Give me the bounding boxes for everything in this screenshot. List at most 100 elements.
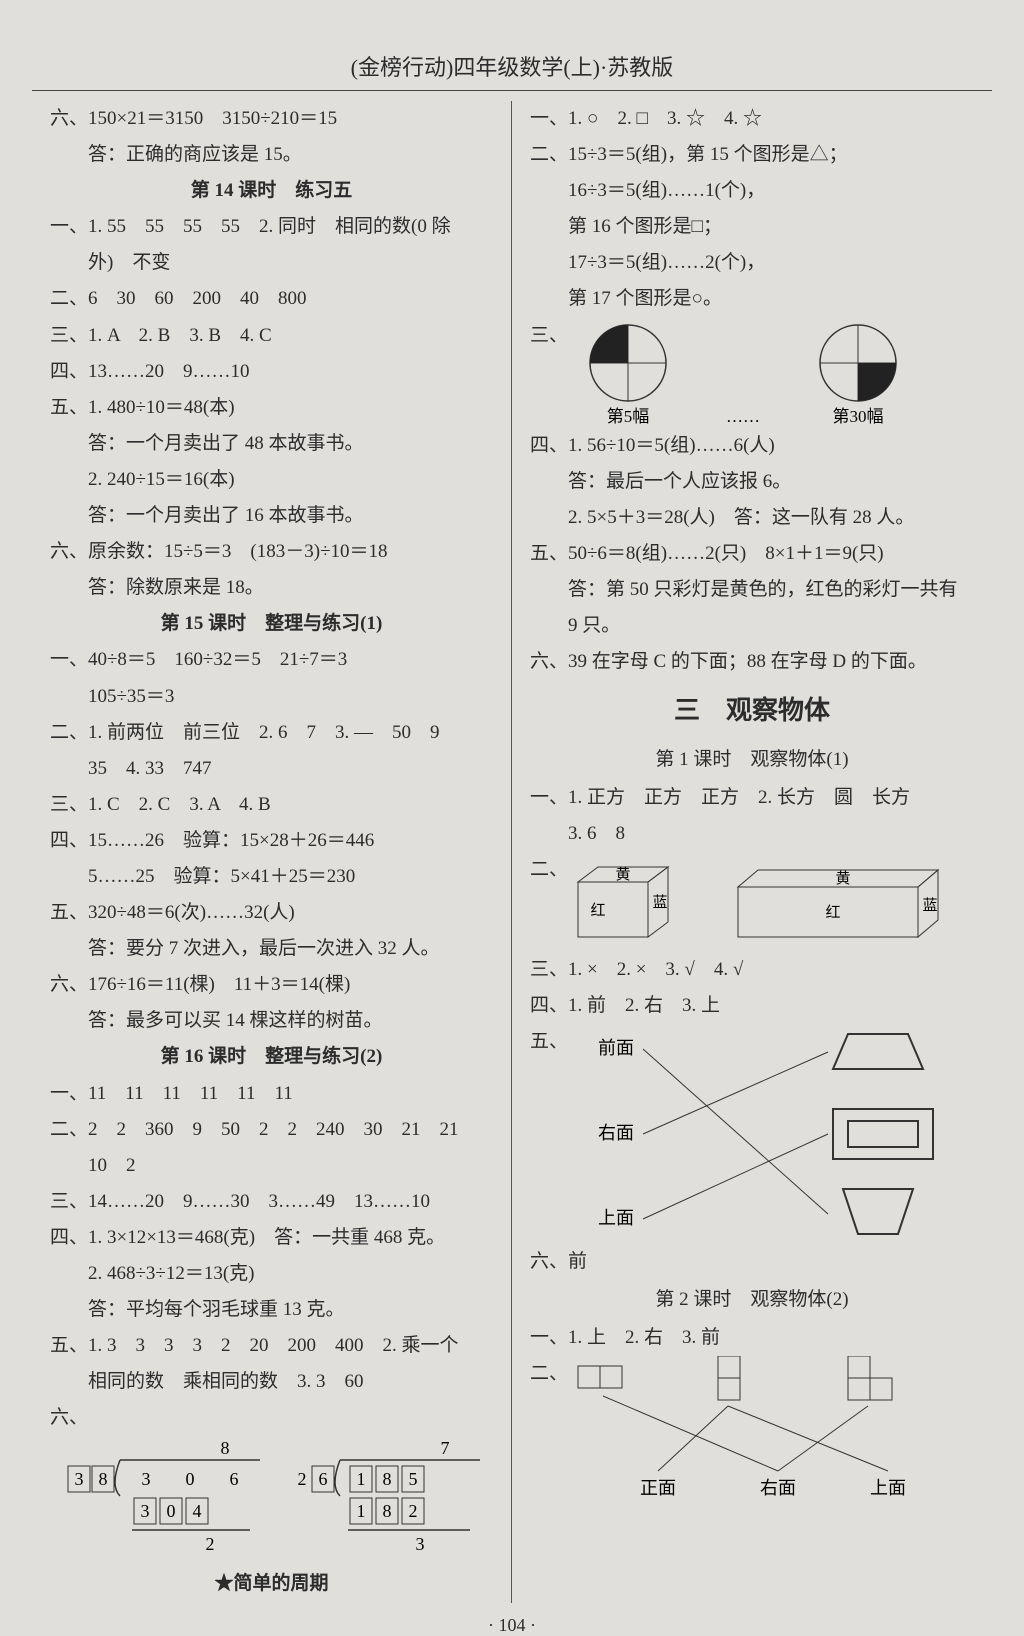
svg-text:1: 1 bbox=[357, 1469, 366, 1489]
line: 9 只。 bbox=[530, 608, 974, 644]
unit-title: 三 观察物体 bbox=[530, 686, 974, 735]
right-column: 一、1. ○ 2. □ 3. ☆ 4. ☆ 二、15÷3＝5(组)，第 15 个… bbox=[512, 101, 992, 1603]
line: 三、 bbox=[530, 318, 568, 354]
line: 2. 5×5＋3＝28(人) 答：这一队有 28 人。 bbox=[530, 500, 974, 536]
svg-text:上面: 上面 bbox=[870, 1478, 906, 1498]
pie-diagram: 第5幅 …… 第30幅 bbox=[568, 318, 948, 428]
line: 第 16 个图形是□； bbox=[530, 209, 974, 245]
svg-text:8: 8 bbox=[99, 1469, 108, 1489]
svg-text:2: 2 bbox=[206, 1534, 215, 1554]
svg-text:3: 3 bbox=[75, 1469, 84, 1489]
lesson-title: 第 16 课时 整理与练习(2) bbox=[50, 1039, 493, 1075]
svg-text:上面: 上面 bbox=[598, 1208, 634, 1228]
svg-text:黄: 黄 bbox=[835, 870, 850, 887]
svg-text:前面: 前面 bbox=[598, 1038, 634, 1058]
page: (金榜行动)四年级数学(上)·苏教版 六、150×21＝3150 3150÷21… bbox=[32, 50, 992, 1636]
svg-text:蓝: 蓝 bbox=[922, 897, 937, 914]
matching-diagram: 前面 右面 上面 bbox=[568, 1024, 968, 1244]
lesson-title: 第 1 课时 观察物体(1) bbox=[530, 742, 974, 778]
line: 六、176÷16＝11(棵) 11＋3＝14(棵) bbox=[50, 967, 493, 1003]
line: 一、1. 正方 正方 正方 2. 长方 圆 长方 bbox=[530, 780, 974, 816]
line: 六、150×21＝3150 3150÷210＝15 bbox=[50, 101, 493, 137]
line: 六、原余数：15÷5＝3 (183－3)÷10＝18 bbox=[50, 534, 493, 570]
svg-text:第30幅: 第30幅 bbox=[833, 407, 884, 426]
svg-text:3: 3 bbox=[416, 1534, 425, 1554]
svg-text:3: 3 bbox=[142, 1469, 151, 1489]
line: 2. 240÷15＝16(本) bbox=[50, 462, 493, 498]
svg-text:第5幅: 第5幅 bbox=[607, 407, 650, 426]
line: 105÷35＝3 bbox=[50, 679, 493, 715]
line: 答：一个月卖出了 48 本故事书。 bbox=[50, 426, 493, 462]
line: 一、1. ○ 2. □ 3. ☆ 4. ☆ bbox=[530, 101, 974, 137]
svg-text:红: 红 bbox=[825, 904, 840, 921]
line: 四、1. 56÷10＝5(组)……6(人) bbox=[530, 428, 974, 464]
line: 答：最多可以买 14 棵这样的树苗。 bbox=[50, 1003, 493, 1039]
line: 二、1. 前两位 前三位 2. 6 7 3. — 50 9 bbox=[50, 715, 493, 751]
line: 二、 bbox=[530, 1356, 568, 1392]
line: 3. 6 8 bbox=[530, 816, 974, 852]
line: 答：平均每个羽毛球重 13 克。 bbox=[50, 1292, 493, 1328]
svg-text:右面: 右面 bbox=[598, 1123, 634, 1143]
line: 六、39 在字母 C 的下面；88 在字母 D 的下面。 bbox=[530, 644, 974, 680]
columns: 六、150×21＝3150 3150÷210＝15 答：正确的商应该是 15。 … bbox=[32, 101, 992, 1603]
line: 16÷3＝5(组)……1(个)， bbox=[530, 173, 974, 209]
line: 第 17 个图形是○。 bbox=[530, 281, 974, 317]
line: 一、1. 55 55 55 55 2. 同时 相同的数(0 除 bbox=[50, 209, 493, 245]
svg-text:黄: 黄 bbox=[615, 866, 630, 883]
line: 六、 bbox=[50, 1400, 493, 1436]
svg-text:4: 4 bbox=[193, 1501, 202, 1521]
line: 35 4. 33 747 bbox=[50, 751, 493, 787]
boxes-diagram: 黄 蓝 红 黄 蓝 红 bbox=[568, 852, 968, 952]
line: 二、2 2 360 9 50 2 2 240 30 21 21 bbox=[50, 1112, 493, 1148]
svg-text:0: 0 bbox=[167, 1501, 176, 1521]
star-title: ★简单的周期 bbox=[50, 1566, 493, 1602]
line: 三、1. C 2. C 3. A 4. B bbox=[50, 787, 493, 823]
svg-text:1: 1 bbox=[357, 1501, 366, 1521]
line: 三、14……20 9……30 3……49 13……10 bbox=[50, 1184, 493, 1220]
svg-text:正面: 正面 bbox=[640, 1478, 676, 1498]
line: 二、 bbox=[530, 852, 568, 888]
line: 三、1. × 2. × 3. √ 4. √ bbox=[530, 952, 974, 988]
line: 答：除数原来是 18。 bbox=[50, 570, 493, 606]
line: 五、 bbox=[530, 1024, 568, 1060]
line: 2. 468÷3÷12＝13(克) bbox=[50, 1256, 493, 1292]
svg-text:8: 8 bbox=[383, 1469, 392, 1489]
long-division-diagram: 8 3 8 3 0 6 3 0 4 2 7 bbox=[50, 1436, 490, 1566]
line: 四、1. 3×12×13＝468(克) 答：一共重 468 克。 bbox=[50, 1220, 493, 1256]
svg-text:5: 5 bbox=[409, 1469, 418, 1489]
lesson-title: 第 14 课时 练习五 bbox=[50, 173, 493, 209]
svg-text:8: 8 bbox=[221, 1438, 230, 1458]
line: 答：正确的商应该是 15。 bbox=[50, 137, 493, 173]
svg-text:8: 8 bbox=[383, 1501, 392, 1521]
svg-text:6: 6 bbox=[319, 1469, 328, 1489]
line: 5……25 验算：5×41＋25＝230 bbox=[50, 859, 493, 895]
line: 一、1. 上 2. 右 3. 前 bbox=[530, 1320, 974, 1356]
line: 10 2 bbox=[50, 1148, 493, 1184]
svg-text:2: 2 bbox=[298, 1469, 307, 1489]
lesson-title: 第 15 课时 整理与练习(1) bbox=[50, 606, 493, 642]
line: 一、40÷8＝5 160÷32＝5 21÷7＝3 bbox=[50, 642, 493, 678]
page-header: (金榜行动)四年级数学(上)·苏教版 bbox=[32, 50, 992, 91]
svg-text:……: …… bbox=[726, 407, 760, 426]
line: 三、1. A 2. B 3. B 4. C bbox=[50, 318, 493, 354]
line: 外) 不变 bbox=[50, 245, 493, 281]
line: 17÷3＝5(组)……2(个)， bbox=[530, 245, 974, 281]
svg-text:蓝: 蓝 bbox=[652, 894, 667, 911]
line: 四、15……26 验算：15×28＋26＝446 bbox=[50, 823, 493, 859]
line: 二、15÷3＝5(组)，第 15 个图形是△； bbox=[530, 137, 974, 173]
line: 五、320÷48＝6(次)……32(人) bbox=[50, 895, 493, 931]
svg-text:红: 红 bbox=[590, 902, 605, 919]
svg-text:7: 7 bbox=[441, 1438, 450, 1458]
left-column: 六、150×21＝3150 3150÷210＝15 答：正确的商应该是 15。 … bbox=[32, 101, 512, 1603]
svg-text:2: 2 bbox=[409, 1501, 418, 1521]
line: 六、前 bbox=[530, 1244, 974, 1280]
line: 四、13……20 9……10 bbox=[50, 354, 493, 390]
svg-text:6: 6 bbox=[230, 1469, 239, 1489]
svg-text:0: 0 bbox=[186, 1469, 195, 1489]
line: 五、1. 480÷10＝48(本) bbox=[50, 390, 493, 426]
line: 相同的数 乘相同的数 3. 3 60 bbox=[50, 1364, 493, 1400]
svg-text:3: 3 bbox=[141, 1501, 150, 1521]
line: 五、50÷6＝8(组)……2(只) 8×1＋1＝9(只) bbox=[530, 536, 974, 572]
page-number: · 104 · bbox=[32, 1615, 992, 1636]
line: 五、1. 3 3 3 3 2 20 200 400 2. 乘一个 bbox=[50, 1328, 493, 1364]
